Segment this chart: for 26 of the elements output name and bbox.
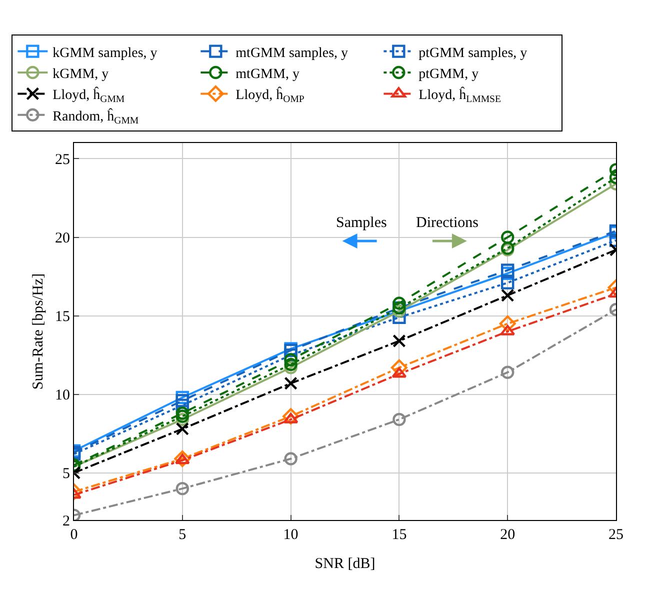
x-tick-label: 25 (608, 527, 624, 543)
legend-label: ptGMM, y (418, 66, 479, 82)
y-tick-label: 10 (55, 388, 70, 404)
x-tick-label: 10 (283, 527, 298, 543)
annotation: Samples (336, 215, 387, 231)
legend-label: ptGMM samples, y (418, 46, 528, 61)
x-tick-label: 15 (392, 527, 407, 543)
x-tick-label: 20 (500, 527, 516, 543)
legend-label: Lloyd, ĥ$_{OMP}$ (236, 86, 305, 106)
y-tick-label: 15 (55, 309, 70, 326)
legend-label: Random, ĥ$_{GMM}$ (52, 107, 139, 126)
legend-label: Lloyd, ĥ$_{LMMSE}$ (418, 86, 501, 106)
y-tick-label: 2 (62, 513, 70, 530)
legend-label: Lloyd, ĥ$_{GMM}$ (52, 86, 125, 106)
legend-label: mtGMM samples, y (236, 46, 348, 61)
y-tick-label: 20 (55, 230, 70, 246)
x-tick-label: 5 (178, 527, 186, 543)
y-tick-label: 5 (62, 466, 70, 482)
y-axis-title: Sum-Rate [bps/Hz] (30, 273, 46, 390)
legend-label: mtGMM, y (236, 66, 300, 82)
annotation: Directions (416, 215, 479, 231)
y-tick-label: 25 (55, 152, 70, 168)
legend-label: kGMM samples, y (52, 46, 158, 61)
x-axis-title: SNR [dB] (314, 556, 376, 572)
legend-label: kGMM, y (52, 66, 109, 82)
x-tick-label: 0 (70, 527, 78, 543)
